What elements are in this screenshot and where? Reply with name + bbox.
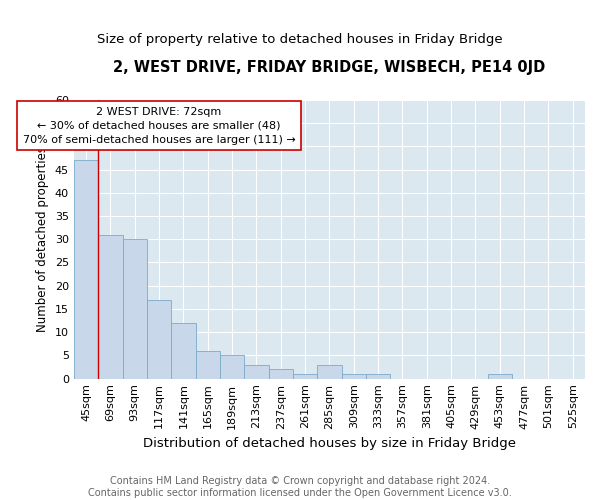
Bar [244, 364, 269, 378]
Bar [488, 374, 512, 378]
Bar [196, 351, 220, 378]
Bar [171, 323, 196, 378]
Bar [122, 239, 147, 378]
Bar [269, 370, 293, 378]
Bar [317, 364, 341, 378]
Bar [74, 160, 98, 378]
Title: 2, WEST DRIVE, FRIDAY BRIDGE, WISBECH, PE14 0JD: 2, WEST DRIVE, FRIDAY BRIDGE, WISBECH, P… [113, 60, 545, 75]
Text: Size of property relative to detached houses in Friday Bridge: Size of property relative to detached ho… [97, 32, 503, 46]
Bar [366, 374, 390, 378]
Bar [147, 300, 171, 378]
Y-axis label: Number of detached properties: Number of detached properties [37, 146, 49, 332]
Bar [293, 374, 317, 378]
Bar [98, 234, 122, 378]
Bar [220, 356, 244, 378]
Bar [341, 374, 366, 378]
X-axis label: Distribution of detached houses by size in Friday Bridge: Distribution of detached houses by size … [143, 437, 516, 450]
Text: Contains HM Land Registry data © Crown copyright and database right 2024.
Contai: Contains HM Land Registry data © Crown c… [88, 476, 512, 498]
Text: 2 WEST DRIVE: 72sqm
← 30% of detached houses are smaller (48)
70% of semi-detach: 2 WEST DRIVE: 72sqm ← 30% of detached ho… [23, 107, 295, 145]
